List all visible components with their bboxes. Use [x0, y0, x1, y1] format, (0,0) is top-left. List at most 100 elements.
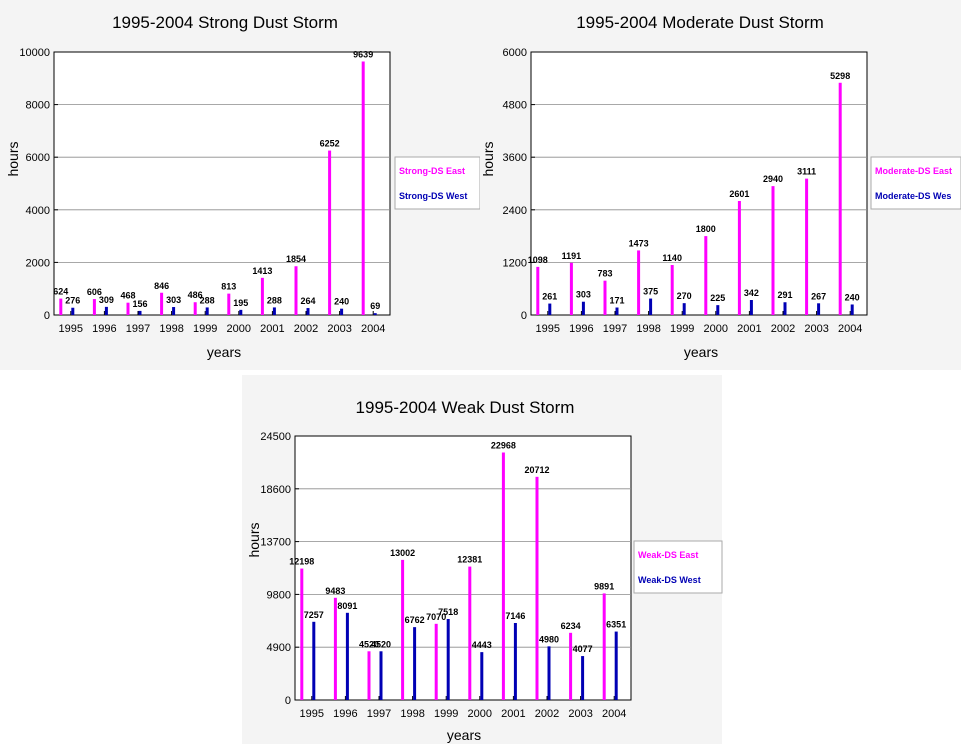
plot-area: 0200040006000800010000199562427619966063… — [19, 47, 391, 335]
bar-east — [805, 178, 809, 315]
bar-east — [294, 266, 298, 315]
bar-west — [340, 308, 344, 315]
data-label: 486 — [188, 290, 203, 300]
data-label: 4520 — [371, 639, 391, 649]
plot-frame — [53, 51, 391, 316]
bar-east — [603, 280, 607, 315]
bar-east — [536, 266, 540, 315]
x-tick-label: 1998 — [159, 323, 183, 335]
data-label: 270 — [677, 291, 692, 301]
data-label: 12198 — [289, 557, 314, 567]
y-axis-label: hours — [246, 522, 262, 557]
y-tick-label: 24500 — [260, 431, 291, 443]
data-label: 7518 — [438, 607, 458, 617]
data-label: 22968 — [491, 441, 516, 451]
y-tick-label: 10000 — [19, 47, 50, 59]
bar-west — [783, 302, 787, 315]
legend-box — [633, 540, 723, 594]
y-tick-label: 4800 — [503, 100, 527, 112]
bar-west — [413, 627, 417, 700]
y-tick-label: 3600 — [503, 152, 527, 164]
data-label: 6252 — [320, 139, 340, 149]
data-label: 783 — [597, 269, 612, 279]
bar-east — [333, 597, 337, 700]
bar-west — [548, 303, 552, 315]
bar-west — [104, 306, 108, 315]
y-tick-label: 0 — [44, 310, 50, 322]
data-label: 4520 — [359, 639, 379, 649]
data-label: 12381 — [457, 555, 482, 565]
x-tick-label: 1995 — [536, 323, 560, 335]
data-label: 4443 — [472, 640, 492, 650]
data-label: 9639 — [353, 49, 373, 59]
y-tick-label: 9800 — [267, 589, 291, 601]
bar-east — [569, 262, 573, 315]
legend-east: Weak-DS East — [638, 550, 698, 560]
bar-east — [193, 302, 197, 315]
bar-west — [615, 307, 619, 315]
data-label: 156 — [132, 299, 147, 309]
data-label: 288 — [267, 295, 282, 305]
x-tick-label: 2004 — [838, 323, 862, 335]
bar-west — [649, 298, 653, 315]
data-label: 5298 — [830, 71, 850, 81]
data-label: 375 — [643, 287, 658, 297]
data-label: 1140 — [662, 253, 682, 263]
x-tick-label: 2001 — [737, 323, 761, 335]
data-label: 846 — [154, 281, 169, 291]
x-tick-label: 2002 — [771, 323, 795, 335]
data-label: 1473 — [629, 238, 649, 248]
x-axis-label: years — [207, 344, 241, 360]
data-label: 4980 — [539, 634, 559, 644]
chart-title: 1995-2004 Moderate Dust Storm — [576, 13, 824, 32]
bar-west — [345, 612, 349, 700]
bar-west — [446, 618, 450, 700]
x-tick-label: 1998 — [636, 323, 660, 335]
plot-frame — [294, 435, 632, 701]
bar-west — [379, 651, 383, 700]
chart-title: 1995-2004 Weak Dust Storm — [356, 398, 575, 417]
bar-east — [126, 302, 130, 315]
data-label: 9891 — [594, 581, 614, 591]
data-label: 303 — [576, 290, 591, 300]
bar-east — [401, 559, 405, 700]
data-label: 2601 — [729, 189, 749, 199]
x-tick-label: 1997 — [603, 323, 627, 335]
data-label: 8091 — [337, 601, 357, 611]
bar-east — [569, 632, 573, 700]
moderate-dust-storm-chart: 1995-2004 Moderate Dust Storm years hour… — [480, 0, 961, 370]
x-tick-label: 2003 — [804, 323, 828, 335]
data-label: 261 — [542, 292, 557, 302]
plot-area: 0 4900 9800 13700 18600 24500 1995 12198 7257 199… — [260, 431, 632, 720]
data-label: 1854 — [286, 254, 306, 264]
bar-west — [513, 622, 517, 700]
data-label: 240 — [845, 292, 860, 302]
bar-east — [361, 61, 365, 316]
x-tick-label: 2001 — [260, 323, 284, 335]
plot-frame — [530, 51, 868, 316]
legend-west: Weak-DS West — [638, 575, 701, 585]
strong-dust-storm-chart: 1995-2004 Strong Dust Storm years hours … — [0, 0, 481, 370]
bar-west — [373, 313, 377, 315]
data-label: 606 — [87, 287, 102, 297]
bar-east — [602, 593, 606, 700]
bar-east — [737, 200, 741, 315]
y-tick-label: 13700 — [260, 537, 291, 549]
legend-west: Strong-DS West — [399, 191, 467, 201]
x-tick-label: 2002 — [294, 323, 318, 335]
data-label: 20712 — [524, 465, 549, 475]
data-label: 276 — [65, 296, 80, 306]
bar-west — [480, 652, 484, 700]
bar-east — [670, 265, 674, 315]
bar-east — [838, 82, 842, 315]
bar-east — [328, 150, 332, 315]
bar-west — [312, 621, 316, 700]
data-label: 1413 — [252, 266, 272, 276]
x-tick-label: 1999 — [193, 323, 217, 335]
data-label: 291 — [777, 290, 792, 300]
bar-east — [160, 292, 164, 315]
x-tick-label: 2000 — [227, 323, 251, 335]
legend-west: Moderate-DS Wes — [875, 191, 951, 201]
x-tick-label: 2004 — [602, 708, 626, 720]
